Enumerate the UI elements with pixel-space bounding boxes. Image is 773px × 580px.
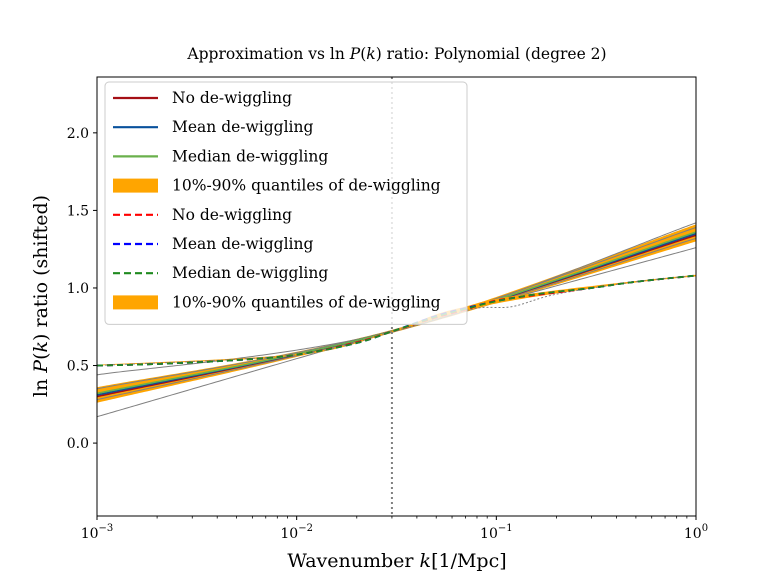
y-tick-label: 2.0 bbox=[67, 126, 89, 142]
legend-frame bbox=[104, 81, 468, 325]
legend-label: 10%-90% quantiles of de-wiggling bbox=[172, 177, 441, 195]
legend-swatch-patch bbox=[113, 295, 158, 310]
chart-title-part: ( bbox=[360, 45, 366, 63]
chart-title: Approximation vs ln P(k) ratio: Polynomi… bbox=[186, 45, 606, 63]
y-axis-label-part: ( bbox=[30, 352, 52, 359]
x-tick-label: 100 bbox=[684, 523, 708, 542]
chart-title-italic-k: k bbox=[366, 45, 375, 63]
x-axis-label-italic-k: k bbox=[420, 550, 432, 572]
chart-title-part: ) ratio: Polynomial (degree 2) bbox=[376, 45, 607, 63]
y-axis-label-part: ln bbox=[30, 373, 52, 397]
y-axis-label-italic-k: k bbox=[30, 341, 52, 353]
y-axis-label-italic-p: P bbox=[30, 359, 52, 374]
axes-frame bbox=[96, 76, 697, 517]
x-tick-label: 10−1 bbox=[480, 523, 513, 542]
x-tick-label: 10−3 bbox=[81, 523, 114, 542]
axis-ticks: 10−3 10−2 10−1 100 0.0 0.5 1.0 1.5 2.0 bbox=[67, 126, 708, 542]
chart-title-part: Approximation vs ln bbox=[186, 45, 349, 63]
x-axis-label-part: [1/Mpc] bbox=[431, 550, 507, 572]
x-axis-label: Wavenumber k[1/Mpc] bbox=[287, 550, 506, 572]
legend-label: Median de-wiggling bbox=[172, 147, 328, 165]
legend-label: No de-wiggling bbox=[172, 206, 292, 224]
legend-label: 10%-90% quantiles of de-wiggling bbox=[172, 293, 441, 311]
legend-label: Mean de-wiggling bbox=[172, 235, 313, 253]
y-axis-label: ln P(k) ratio (shifted) bbox=[30, 195, 52, 397]
y-tick-label: 0.5 bbox=[67, 359, 89, 375]
y-axis-label-part: ) ratio (shifted) bbox=[30, 195, 52, 341]
y-tick-label: 1.0 bbox=[67, 281, 89, 297]
legend-label: No de-wiggling bbox=[172, 89, 292, 107]
legend-swatch-patch bbox=[113, 178, 158, 193]
legend-label: Mean de-wiggling bbox=[172, 118, 313, 136]
x-axis-label-part: Wavenumber bbox=[287, 550, 419, 572]
chart-title-italic-p: P bbox=[349, 45, 361, 63]
y-tick-label: 1.5 bbox=[67, 203, 89, 219]
x-tick-label: 10−2 bbox=[280, 523, 313, 542]
legend-label: Median de-wiggling bbox=[172, 264, 328, 282]
y-tick-label: 0.0 bbox=[67, 436, 89, 452]
legend: No de-wiggling Mean de-wiggling Median de-… bbox=[104, 81, 468, 325]
